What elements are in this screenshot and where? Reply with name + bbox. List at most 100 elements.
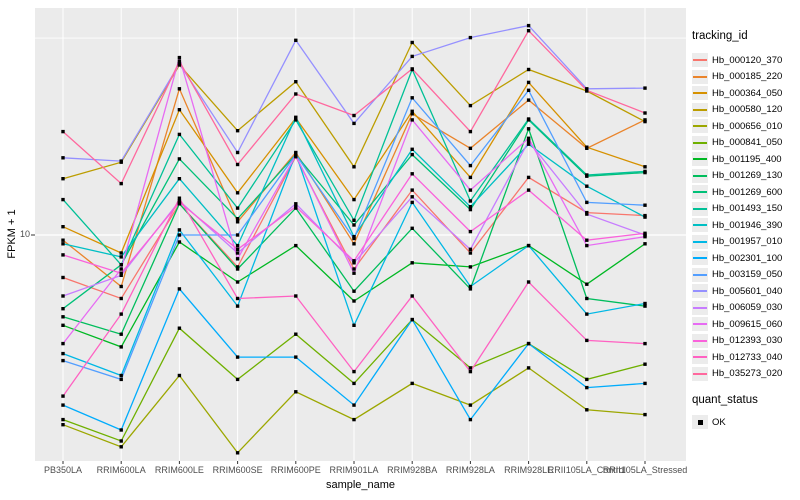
data-point [585,145,589,149]
legend-key-line-icon [692,86,708,101]
data-point [410,67,414,71]
x-tick-label: RRIM901LA [329,465,378,475]
data-point [294,390,298,394]
legend-quant-title: quant_status [692,394,758,406]
legend-entry-label: OK [712,416,726,428]
data-point [585,243,589,248]
data-point [61,177,65,181]
data-point [410,54,414,59]
data-point [61,238,65,242]
legend-entry-label: Hb_001195_400 [712,153,782,165]
data-point [119,332,123,336]
x-tick-label: RRII105LA_Stressed [603,465,688,475]
legend-entry-label: Hb_000656_010 [712,120,783,132]
data-point [410,226,414,230]
data-point [61,417,65,422]
data-point [585,385,589,390]
data-point [235,280,240,284]
legend-entry-Hb_000364_050: Hb_000364_050 [692,85,800,102]
x-tick-label: RRIM928BA [387,465,437,475]
legend-entry-Hb_000580_120: Hb_000580_120 [692,102,800,119]
legend-entry-Hb_001946_390: Hb_001946_390 [692,217,800,234]
data-point [468,287,473,291]
data-point [585,338,589,343]
data-point [294,118,298,122]
legend-entry-Hb_012733_040: Hb_012733_040 [692,349,800,366]
data-point [235,206,240,210]
data-point [643,203,647,207]
data-point [643,231,647,235]
data-point [235,251,240,255]
data-point [643,119,647,124]
data-point [177,196,182,200]
x-tick-label: RRIM928LA [446,465,495,475]
data-point [177,62,182,66]
data-point [119,273,123,277]
legend-entry-label: Hb_012733_040 [712,351,783,363]
legend-entry-label: Hb_035273_020 [712,368,783,380]
data-point [526,175,531,180]
data-point [643,235,647,239]
data-point [61,323,65,327]
data-point [585,296,589,301]
data-point [410,109,414,113]
data-point [526,243,531,248]
data-point [119,296,123,301]
data-point [235,451,240,455]
legend-entries: Hb_000120_370 Hb_000185_220 Hb_000364_050 H… [692,52,800,382]
legend-key-line-icon [692,201,708,216]
legend-entry-label: Hb_005601_040 [712,285,783,297]
legend-tracking-title: tracking_id [692,30,748,42]
data-point [352,165,356,169]
legend-entry-Hb_003159_050: Hb_003159_050 [692,267,800,284]
legend-key-line-icon [692,300,708,315]
data-point [352,289,356,293]
data-point [119,263,123,267]
data-point [468,251,473,255]
data-point [235,355,240,359]
data-point [235,304,240,308]
legend-entry-Hb_000185_220: Hb_000185_220 [692,69,800,86]
data-point [352,369,356,374]
data-point [585,212,589,216]
x-tick-label: RRII105LA_Control [548,465,626,475]
data-point [410,294,414,298]
data-point [177,177,182,181]
data-point [643,362,647,366]
data-point [61,242,65,246]
data-point [352,381,356,386]
data-point [235,265,240,269]
data-point [235,296,240,301]
legend-key-line-icon [692,119,708,134]
data-point [643,111,647,115]
data-point [235,243,240,248]
legend-entry-label: Hb_001269_130 [712,170,783,182]
legend-entry-label: Hb_001269_600 [712,186,783,198]
legend-entry-label: Hb_009615_060 [712,318,783,330]
data-point [294,80,298,84]
data-point [61,275,65,280]
legend-entry-Hb_001269_600: Hb_001269_600 [692,184,800,201]
data-point [468,366,473,370]
legend-entry-quant-ok: OK [692,414,800,431]
data-point [235,247,240,251]
data-point [352,271,356,275]
data-point [468,265,473,269]
data-point [468,417,473,422]
quant-ok-key-icon [692,415,708,430]
legend: tracking_id Hb_000120_370 Hb_000185_220 Hb… [692,30,800,431]
data-point [119,377,123,382]
data-point [294,92,298,96]
x-tick-label: RRIM600LA [97,465,146,475]
legend-entry-label: Hb_001493_150 [712,203,783,215]
data-point [526,23,531,28]
legend-entry-Hb_001493_150: Hb_001493_150 [692,201,800,218]
data-point [235,257,240,261]
data-point [643,341,647,346]
data-point [643,304,647,308]
data-point [585,88,589,92]
data-point [119,312,123,316]
legend-key-line-icon [692,185,708,200]
data-point [177,87,182,91]
data-point [177,59,182,63]
